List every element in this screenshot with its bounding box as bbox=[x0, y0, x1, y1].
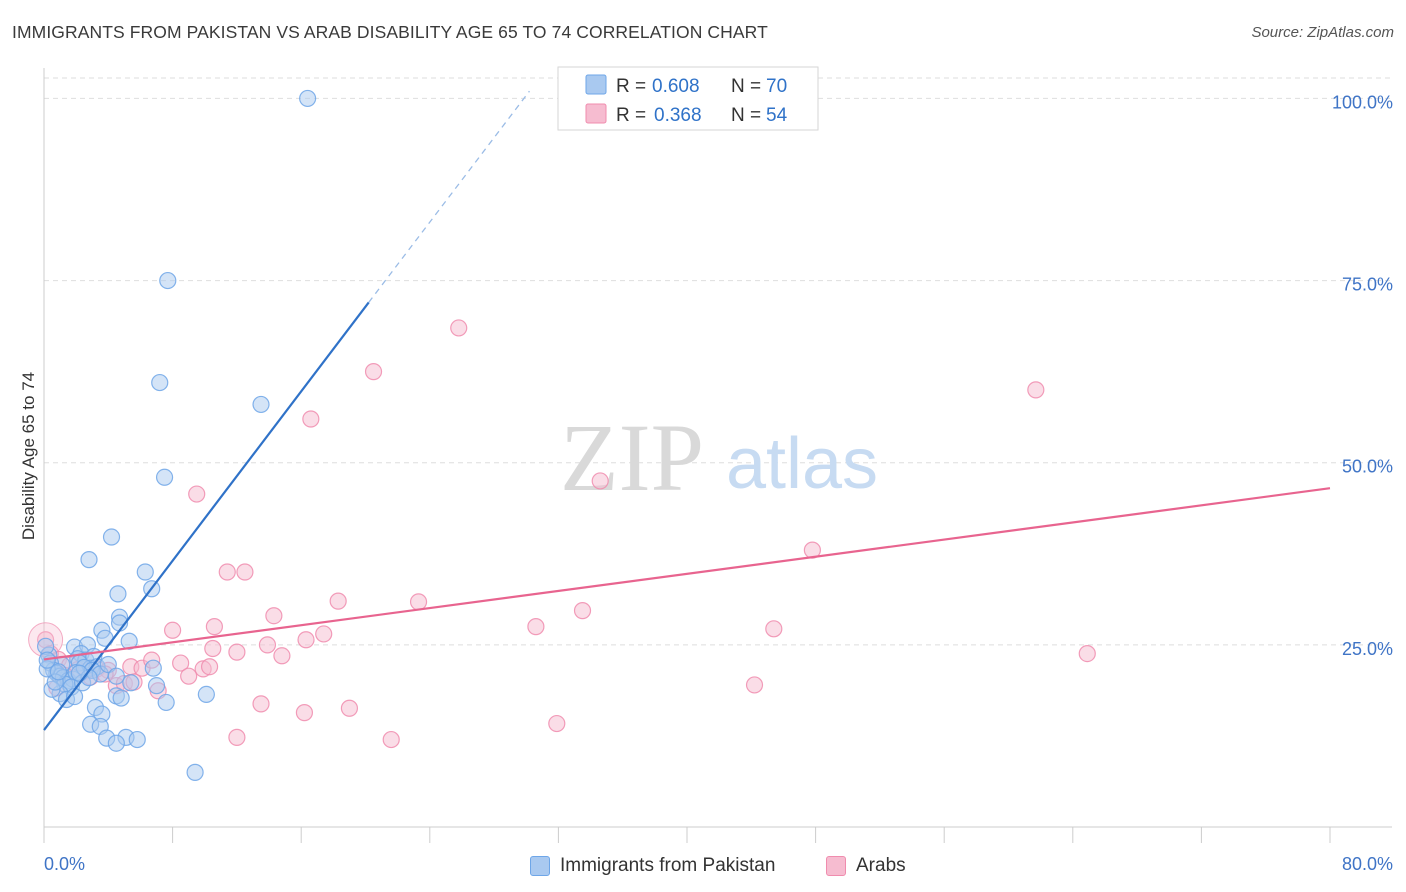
data-point-arabs bbox=[1027, 381, 1045, 399]
legend-n-value-pakistan: 70 bbox=[766, 76, 787, 97]
data-point-arabs bbox=[295, 704, 314, 722]
data-point-pakistan bbox=[197, 685, 215, 704]
trend-line-pakistan-extension bbox=[368, 90, 530, 303]
data-point-arabs bbox=[228, 643, 246, 661]
data-point-pakistan bbox=[159, 271, 177, 290]
data-point-arabs bbox=[252, 695, 270, 713]
data-point-arabs bbox=[265, 607, 283, 625]
data-point-pakistan bbox=[38, 651, 56, 669]
watermark-atlas: atlas bbox=[726, 424, 878, 504]
x-tick-label-start: 0.0% bbox=[44, 854, 85, 874]
data-point-pakistan bbox=[157, 693, 175, 712]
data-point-arabs bbox=[548, 714, 566, 733]
y-tick-label: 75.0% bbox=[1342, 275, 1393, 295]
data-point-pakistan bbox=[109, 585, 127, 603]
y-axis-label: Disability Age 65 to 74 bbox=[19, 372, 38, 540]
data-point-pakistan bbox=[107, 734, 125, 752]
trend-line-arabs bbox=[43, 487, 1331, 661]
legend-r-value-pakistan: 0.608 bbox=[652, 76, 700, 97]
series-pakistan-points bbox=[37, 89, 317, 781]
data-point-arabs bbox=[200, 658, 219, 676]
watermark: ZIP atlas bbox=[560, 404, 878, 511]
data-point-arabs bbox=[765, 620, 783, 638]
legend-swatch-pakistan bbox=[530, 856, 550, 876]
tick-labels: 25.0% 50.0% 75.0% 100.0% 0.0% 80.0% bbox=[44, 92, 1393, 874]
data-point-pakistan bbox=[99, 655, 117, 674]
data-point-pakistan bbox=[107, 667, 125, 685]
data-point-arabs bbox=[228, 728, 246, 746]
data-point-pakistan bbox=[122, 674, 140, 692]
data-point-arabs bbox=[236, 563, 254, 581]
legend-swatch-pakistan bbox=[585, 74, 607, 95]
legend-n-label: N = bbox=[731, 76, 761, 97]
data-point-arabs bbox=[591, 472, 609, 490]
chart-title: IMMIGRANTS FROM PAKISTAN VS ARAB DISABIL… bbox=[12, 22, 768, 42]
data-point-arabs bbox=[205, 618, 223, 636]
legend-n-label: N = bbox=[731, 105, 761, 126]
legend-r-label: R = bbox=[616, 76, 646, 97]
legend-item-arabs: Arabs bbox=[826, 852, 906, 880]
trend-line-pakistan bbox=[43, 301, 370, 731]
data-point-arabs bbox=[315, 625, 333, 643]
data-point-pakistan bbox=[136, 563, 154, 581]
data-point-arabs bbox=[258, 636, 277, 654]
data-point-arabs bbox=[297, 631, 315, 649]
data-point-pakistan bbox=[102, 528, 121, 546]
data-point-pakistan bbox=[70, 664, 88, 682]
data-point-pakistan bbox=[299, 89, 317, 108]
data-point-arabs bbox=[172, 654, 190, 672]
source-label: Source: ZipAtlas.com bbox=[1251, 24, 1394, 41]
data-point-pakistan bbox=[186, 763, 204, 781]
series-arabs-points bbox=[28, 319, 1096, 749]
trend-lines bbox=[43, 90, 1331, 731]
data-point-pakistan bbox=[128, 730, 146, 749]
y-tick-label: 50.0% bbox=[1342, 457, 1393, 477]
legend-label-pakistan: Immigrants from Pakistan bbox=[560, 855, 776, 876]
data-point-pakistan bbox=[252, 395, 270, 414]
legend-box: R = 0.608 N = 70 R = 0.368 N = 54 bbox=[557, 66, 819, 131]
data-point-pakistan bbox=[49, 663, 68, 681]
data-point-arabs bbox=[340, 699, 359, 717]
gridlines bbox=[44, 77, 1392, 646]
y-tick-label: 100.0% bbox=[1332, 92, 1393, 112]
data-point-arabs bbox=[409, 593, 428, 611]
data-point-arabs bbox=[1078, 644, 1096, 663]
data-point-arabs bbox=[364, 363, 383, 381]
data-point-arabs bbox=[329, 592, 347, 610]
data-point-pakistan bbox=[80, 551, 98, 569]
data-point-pakistan bbox=[151, 373, 169, 392]
data-point-arabs bbox=[302, 410, 320, 428]
data-point-arabs bbox=[745, 676, 764, 694]
legend-swatch-arabs bbox=[826, 856, 846, 876]
data-point-arabs bbox=[382, 730, 400, 749]
legend-r-label: R = bbox=[616, 105, 646, 126]
axes bbox=[43, 68, 1392, 843]
data-point-arabs bbox=[573, 602, 592, 620]
y-tick-label: 25.0% bbox=[1342, 639, 1393, 659]
data-point-arabs bbox=[450, 319, 468, 337]
legend-n-value-arabs: 54 bbox=[766, 105, 788, 126]
data-point-pakistan bbox=[155, 468, 174, 486]
data-point-arabs bbox=[204, 639, 222, 658]
data-point-pakistan bbox=[144, 659, 162, 677]
legend-swatch-arabs bbox=[585, 103, 607, 124]
data-point-arabs bbox=[218, 563, 236, 581]
data-point-arabs bbox=[164, 621, 182, 639]
legend-label-arabs: Arabs bbox=[856, 855, 906, 876]
legend-bottom: Immigrants from Pakistan Arabs bbox=[0, 852, 1406, 880]
data-point-pakistan bbox=[112, 689, 130, 707]
data-point-arabs bbox=[188, 485, 206, 503]
x-tick-label-end: 80.0% bbox=[1342, 854, 1393, 874]
data-point-arabs bbox=[180, 667, 198, 685]
data-point-pakistan bbox=[120, 632, 138, 650]
data-point-arabs bbox=[527, 618, 545, 636]
data-point-arabs bbox=[273, 647, 291, 665]
legend-item-pakistan: Immigrants from Pakistan bbox=[530, 852, 775, 880]
legend-r-value-arabs: 0.368 bbox=[654, 105, 702, 126]
data-point-pakistan bbox=[147, 677, 166, 695]
watermark-zip: ZIP bbox=[560, 404, 704, 511]
